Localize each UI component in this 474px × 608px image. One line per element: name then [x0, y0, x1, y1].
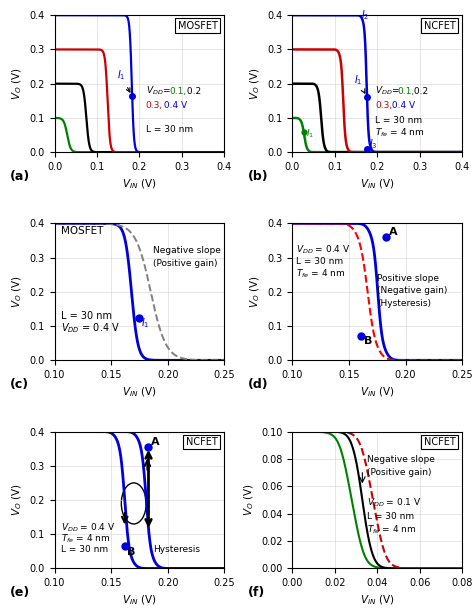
- Text: L = 30 nm: L = 30 nm: [61, 545, 109, 554]
- Text: $I_3$: $I_3$: [369, 137, 377, 151]
- X-axis label: $V_{IN}$ (V): $V_{IN}$ (V): [122, 178, 157, 191]
- Y-axis label: $V_O$ (V): $V_O$ (V): [10, 484, 24, 516]
- Text: $I_2$: $I_2$: [361, 9, 369, 22]
- Text: MOSFET: MOSFET: [61, 226, 104, 237]
- Text: (a): (a): [10, 170, 31, 182]
- X-axis label: $V_{IN}$ (V): $V_{IN}$ (V): [360, 594, 394, 607]
- Text: $I_1$: $I_1$: [141, 316, 149, 330]
- Text: 0.3,: 0.3,: [375, 101, 392, 109]
- Text: B: B: [127, 547, 136, 557]
- Text: 0.1,: 0.1,: [169, 87, 186, 96]
- Text: (e): (e): [10, 586, 31, 599]
- Text: $T_{fe}$ = 4 nm: $T_{fe}$ = 4 nm: [375, 126, 425, 139]
- Text: NCFET: NCFET: [424, 21, 456, 30]
- Text: Negative slope: Negative slope: [367, 455, 435, 464]
- Y-axis label: $V_O$ (V): $V_O$ (V): [248, 67, 262, 100]
- X-axis label: $V_{IN}$ (V): $V_{IN}$ (V): [122, 385, 157, 399]
- Text: $V_{DD}$ = 0.4 V: $V_{DD}$ = 0.4 V: [61, 521, 116, 534]
- Text: $T_{fe}$ = 4 nm: $T_{fe}$ = 4 nm: [367, 524, 417, 536]
- Y-axis label: $V_O$ (V): $V_O$ (V): [242, 484, 255, 516]
- Text: L = 30 nm: L = 30 nm: [367, 512, 414, 521]
- Y-axis label: $V_O$ (V): $V_O$ (V): [10, 67, 24, 100]
- Text: 0.4 V: 0.4 V: [161, 101, 187, 109]
- Text: $T_{fe}$ = 4 nm: $T_{fe}$ = 4 nm: [61, 532, 111, 545]
- Text: $V_{DD}$=: $V_{DD}$=: [375, 85, 400, 97]
- Text: 0.2: 0.2: [411, 87, 428, 96]
- Text: (Positive gain): (Positive gain): [367, 468, 431, 477]
- Text: 0.4 V: 0.4 V: [389, 101, 415, 109]
- Text: NCFET: NCFET: [186, 437, 218, 447]
- Text: $I_1$: $I_1$: [117, 69, 130, 92]
- Text: $T_{fe}$ = 4 nm: $T_{fe}$ = 4 nm: [296, 268, 345, 280]
- Text: Hysteresis: Hysteresis: [153, 545, 200, 554]
- X-axis label: $V_{IN}$ (V): $V_{IN}$ (V): [360, 178, 394, 191]
- Text: L = 30 nm: L = 30 nm: [61, 311, 112, 321]
- Text: $V_{DD}$ = 0.1 V: $V_{DD}$ = 0.1 V: [367, 497, 422, 509]
- Text: B: B: [364, 336, 372, 346]
- Text: $I_1$: $I_1$: [306, 128, 314, 140]
- Text: (d): (d): [248, 378, 269, 391]
- Text: A: A: [389, 227, 397, 237]
- Text: Negative slope: Negative slope: [153, 246, 221, 255]
- Text: 0.3,: 0.3,: [146, 101, 163, 109]
- Text: $I_1$: $I_1$: [354, 73, 365, 93]
- Text: L = 30 nm: L = 30 nm: [375, 116, 422, 125]
- Text: (c): (c): [10, 378, 29, 391]
- Y-axis label: $V_O$ (V): $V_O$ (V): [248, 275, 262, 308]
- Text: (Negative gain): (Negative gain): [377, 286, 447, 295]
- Text: 0.1,: 0.1,: [398, 87, 415, 96]
- X-axis label: $V_{IN}$ (V): $V_{IN}$ (V): [360, 385, 394, 399]
- Text: L = 30 nm: L = 30 nm: [146, 125, 193, 134]
- Text: A: A: [151, 437, 159, 447]
- Text: $V_{DD}$ = 0.4 V: $V_{DD}$ = 0.4 V: [61, 322, 120, 336]
- Y-axis label: $V_O$ (V): $V_O$ (V): [10, 275, 24, 308]
- Text: (Hysteresis): (Hysteresis): [377, 299, 431, 308]
- Text: $V_{DD}$=: $V_{DD}$=: [146, 85, 171, 97]
- Text: L = 30 nm: L = 30 nm: [296, 257, 343, 266]
- Text: (b): (b): [248, 170, 269, 182]
- Text: Positive slope: Positive slope: [377, 274, 439, 283]
- Text: (f): (f): [248, 586, 265, 599]
- Text: $V_{DD}$ = 0.4 V: $V_{DD}$ = 0.4 V: [296, 243, 350, 255]
- Text: 0.2: 0.2: [184, 87, 201, 96]
- Text: MOSFET: MOSFET: [178, 21, 218, 30]
- Text: (Positive gain): (Positive gain): [153, 259, 218, 268]
- Text: NCFET: NCFET: [424, 437, 456, 447]
- X-axis label: $V_{IN}$ (V): $V_{IN}$ (V): [122, 594, 157, 607]
